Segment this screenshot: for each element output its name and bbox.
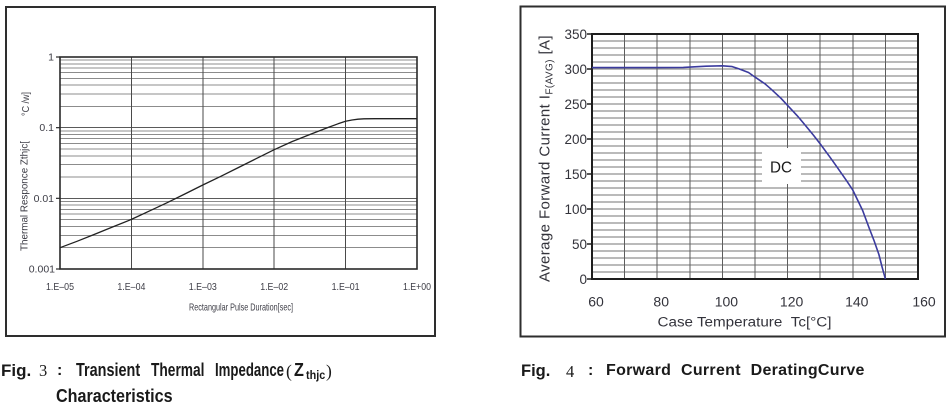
- svg-text:1.E–02: 1.E–02: [260, 281, 288, 293]
- svg-text:1.E+00: 1.E+00: [403, 281, 431, 293]
- svg-text:100: 100: [564, 202, 587, 217]
- svg-text:0.01: 0.01: [34, 193, 55, 205]
- svg-text:350: 350: [564, 27, 587, 42]
- svg-text:200: 200: [564, 132, 587, 147]
- svg-text:80: 80: [653, 294, 669, 310]
- svg-text:°C /w]: °C /w]: [21, 92, 32, 116]
- svg-text:Thermal Responce Zthjc[: Thermal Responce Zthjc[: [20, 141, 31, 251]
- svg-text:Rectangular Pulse Duration[sec: Rectangular Pulse Duration[sec]: [189, 302, 293, 314]
- svg-text:1.E–04: 1.E–04: [117, 281, 145, 293]
- svg-text:60: 60: [588, 294, 604, 310]
- svg-text:120: 120: [780, 294, 804, 310]
- svg-text:1.E–01: 1.E–01: [332, 281, 360, 293]
- svg-text:250: 250: [564, 97, 587, 112]
- svg-text:Case Temperature Tc[°C]: Case Temperature Tc[°C]: [658, 315, 832, 330]
- svg-text:1: 1: [48, 52, 54, 64]
- svg-text:50: 50: [572, 237, 587, 252]
- svg-text:100: 100: [715, 294, 739, 310]
- svg-text:140: 140: [845, 294, 869, 310]
- svg-text:Average Forward Current IF(AVG: Average Forward Current IF(AVG) [A]: [537, 35, 556, 282]
- svg-text:0: 0: [579, 272, 587, 287]
- svg-text:150: 150: [564, 167, 587, 182]
- svg-text:DC: DC: [770, 160, 792, 177]
- svg-text:300: 300: [564, 62, 587, 77]
- svg-text:1.E–05: 1.E–05: [46, 281, 74, 293]
- svg-text:160: 160: [912, 294, 936, 310]
- svg-text:0.001: 0.001: [29, 264, 55, 276]
- svg-text:0.1: 0.1: [39, 122, 54, 134]
- svg-text:1.E–03: 1.E–03: [189, 281, 217, 293]
